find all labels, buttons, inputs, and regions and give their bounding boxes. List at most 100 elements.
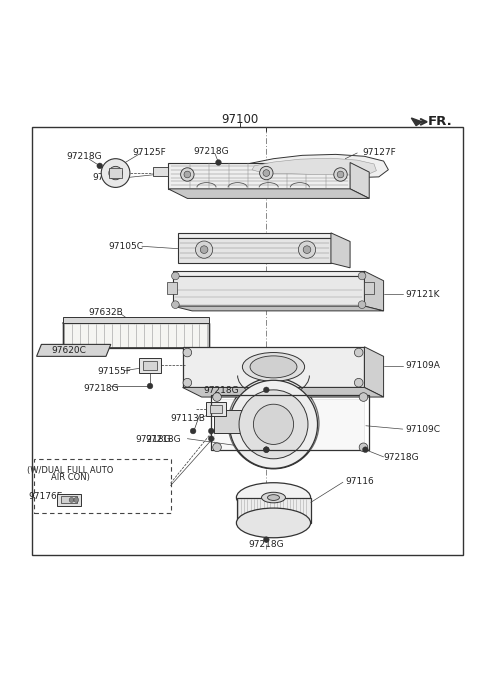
Polygon shape <box>364 271 384 311</box>
Polygon shape <box>182 387 384 397</box>
Bar <box>34 459 170 513</box>
Text: 97218G: 97218G <box>67 152 102 161</box>
Circle shape <box>253 404 294 445</box>
Bar <box>364 282 374 294</box>
Polygon shape <box>178 233 331 237</box>
Polygon shape <box>245 155 388 178</box>
Text: 97113B: 97113B <box>170 414 205 423</box>
Text: 97218G: 97218G <box>145 435 181 444</box>
Text: 97218G: 97218G <box>203 386 239 395</box>
Text: 97121K: 97121K <box>405 289 440 299</box>
Polygon shape <box>237 497 311 523</box>
Circle shape <box>147 383 153 389</box>
Circle shape <box>171 272 179 280</box>
Circle shape <box>337 171 344 178</box>
Text: 97105C: 97105C <box>108 241 144 251</box>
Polygon shape <box>173 276 364 306</box>
Polygon shape <box>411 118 422 126</box>
Circle shape <box>358 272 366 280</box>
Circle shape <box>362 447 368 453</box>
Bar <box>109 168 122 178</box>
Circle shape <box>228 378 319 469</box>
Text: 97218G: 97218G <box>135 435 170 444</box>
Bar <box>140 358 161 373</box>
Polygon shape <box>63 317 209 323</box>
Circle shape <box>184 171 191 178</box>
Circle shape <box>260 166 273 180</box>
Circle shape <box>213 393 221 402</box>
Circle shape <box>354 348 363 357</box>
Text: (W/DUAL FULL AUTO: (W/DUAL FULL AUTO <box>27 466 113 475</box>
Circle shape <box>208 428 214 434</box>
Ellipse shape <box>267 495 279 501</box>
Polygon shape <box>350 163 369 198</box>
Circle shape <box>216 159 221 166</box>
Circle shape <box>263 170 270 176</box>
Polygon shape <box>214 399 364 449</box>
Text: 97109C: 97109C <box>405 425 440 434</box>
Polygon shape <box>331 233 350 268</box>
Text: FR.: FR. <box>428 116 452 129</box>
Text: 97109A: 97109A <box>405 361 440 371</box>
Circle shape <box>200 246 208 254</box>
Ellipse shape <box>237 483 311 512</box>
Circle shape <box>303 246 311 254</box>
Circle shape <box>299 241 316 259</box>
Polygon shape <box>364 347 384 397</box>
Circle shape <box>359 393 368 402</box>
Circle shape <box>69 497 74 502</box>
Text: 97218G: 97218G <box>84 384 119 393</box>
Polygon shape <box>252 158 376 175</box>
Circle shape <box>208 436 214 442</box>
Text: 97218G: 97218G <box>384 453 419 462</box>
Bar <box>32 127 463 555</box>
Circle shape <box>359 443 368 451</box>
Text: 97155F: 97155F <box>97 367 132 376</box>
Bar <box>153 168 168 176</box>
Bar <box>61 496 77 503</box>
Circle shape <box>97 163 103 169</box>
Circle shape <box>264 387 269 393</box>
Text: 97218G: 97218G <box>249 540 284 549</box>
Bar <box>210 405 222 413</box>
Circle shape <box>183 348 192 357</box>
Text: AIR CON): AIR CON) <box>51 473 90 482</box>
Text: 97127F: 97127F <box>362 148 396 157</box>
Bar <box>57 494 81 505</box>
Polygon shape <box>178 237 331 263</box>
Circle shape <box>354 378 363 387</box>
Text: 97218G: 97218G <box>193 147 229 156</box>
Circle shape <box>334 168 347 181</box>
Text: 97125F: 97125F <box>132 148 166 157</box>
Bar <box>143 360 157 370</box>
Text: 97176E: 97176E <box>28 492 62 501</box>
Polygon shape <box>173 306 384 311</box>
Circle shape <box>183 378 192 387</box>
Polygon shape <box>168 189 369 198</box>
Circle shape <box>74 497 79 502</box>
Circle shape <box>101 159 130 187</box>
Text: 97121J: 97121J <box>93 173 124 183</box>
Circle shape <box>229 380 318 469</box>
Circle shape <box>195 241 213 259</box>
Ellipse shape <box>250 356 297 378</box>
Polygon shape <box>214 410 242 433</box>
Circle shape <box>358 301 366 308</box>
Ellipse shape <box>242 352 305 381</box>
Circle shape <box>171 301 179 308</box>
Ellipse shape <box>237 508 311 538</box>
Polygon shape <box>173 271 364 276</box>
Circle shape <box>239 390 308 459</box>
Polygon shape <box>182 347 364 387</box>
Text: 97100: 97100 <box>221 113 259 126</box>
Circle shape <box>264 537 269 542</box>
Text: 97116: 97116 <box>345 477 374 486</box>
Circle shape <box>180 168 194 181</box>
Polygon shape <box>36 344 111 356</box>
Ellipse shape <box>262 492 286 503</box>
Text: 97632B: 97632B <box>89 308 123 317</box>
Circle shape <box>264 447 269 453</box>
Text: 97620C: 97620C <box>52 346 86 355</box>
Circle shape <box>109 166 122 180</box>
Circle shape <box>190 428 196 434</box>
